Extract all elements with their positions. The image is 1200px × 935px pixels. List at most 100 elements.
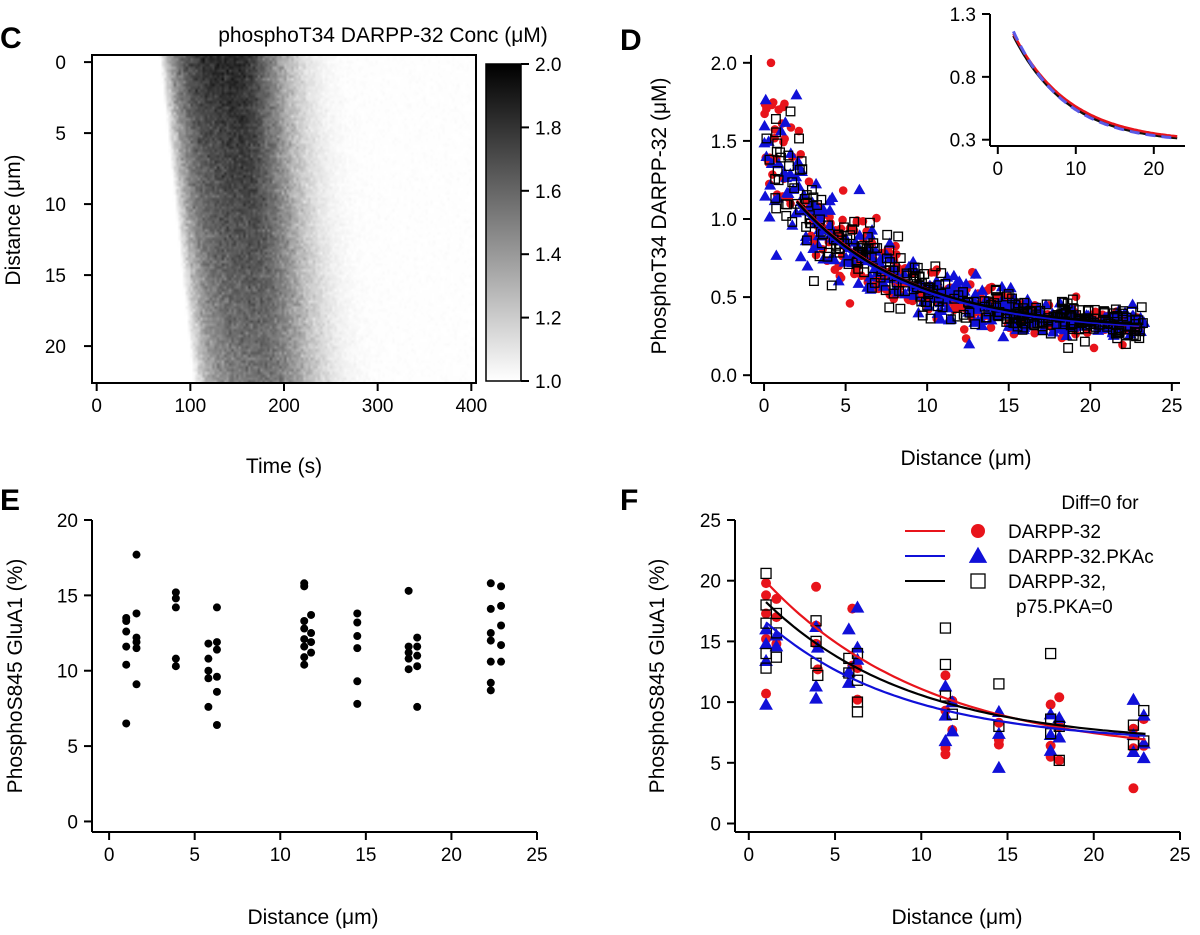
- x-tick-label: 10: [1065, 159, 1086, 180]
- data-point: [825, 212, 834, 222]
- data-point: [1099, 308, 1109, 319]
- data-point: [307, 629, 316, 638]
- panel-e-xlabel: Distance (μm): [247, 906, 378, 929]
- x-tick-label: 20: [1083, 845, 1104, 866]
- data-point: [770, 249, 783, 260]
- x-tick-label: 0: [993, 159, 1004, 180]
- data-point: [413, 702, 422, 711]
- panel-c-title: phosphoT34 DARPP-32 Conc (μM): [218, 24, 548, 47]
- x-tick-label: 25: [1169, 845, 1190, 866]
- data-point: [1074, 324, 1085, 335]
- data-point: [760, 662, 772, 674]
- x-tick-label: 5: [830, 845, 841, 866]
- data-point: [811, 581, 822, 592]
- y-tick-label: 25: [700, 511, 721, 532]
- data-point: [413, 633, 422, 642]
- y-tick-label: 1.0: [711, 210, 737, 231]
- data-point: [1067, 330, 1078, 341]
- data-point: [782, 199, 793, 210]
- panel-f-legend: Diff=0 for DARPP-32 DARPP-32.PKAc DARPP-…: [905, 493, 1154, 618]
- data-point: [881, 253, 892, 264]
- data-point: [1063, 343, 1074, 353]
- data-point: [902, 270, 913, 281]
- data-point: [841, 622, 856, 635]
- panel-d-fit-curves: [795, 199, 1140, 328]
- heatmap-image: [92, 55, 476, 383]
- panel-f-ylabel: PhosphoS845 GluA1 (%): [646, 559, 669, 794]
- data-point: [900, 286, 910, 297]
- data-point: [765, 157, 778, 168]
- data-point: [1053, 754, 1065, 767]
- data-point: [300, 653, 309, 662]
- data-point: [823, 247, 834, 258]
- data-point: [785, 106, 796, 117]
- colorbar: [485, 63, 522, 382]
- panel-f-axes: 0 5 10 15 20 25 0 5 10 15 20 25: [700, 511, 1191, 866]
- data-point: [950, 277, 963, 289]
- data-point: [761, 590, 772, 601]
- data-point: [759, 93, 772, 105]
- data-point: [841, 664, 856, 677]
- data-point: [122, 613, 131, 622]
- panel-d-xlabel: Distance (μm): [900, 447, 1031, 470]
- data-point: [1058, 297, 1069, 308]
- data-point: [1060, 307, 1071, 318]
- data-point: [768, 98, 778, 107]
- data-point: [874, 253, 887, 264]
- data-point: [939, 658, 952, 671]
- colorbar-tick-label: 1.2: [535, 309, 561, 330]
- data-point: [883, 237, 896, 248]
- data-point: [862, 232, 873, 242]
- data-point: [940, 278, 951, 289]
- data-point: [486, 604, 495, 613]
- y-tick-label: 15: [45, 266, 66, 287]
- data-point: [986, 323, 996, 332]
- panel-f-fit-curves: [765, 581, 1146, 741]
- data-point: [1056, 296, 1067, 307]
- data-point: [770, 173, 781, 184]
- data-point: [770, 607, 783, 620]
- data-point: [1067, 324, 1078, 334]
- data-point: [171, 654, 180, 663]
- y-tick-label: 5: [710, 754, 721, 775]
- x-tick-label: 20: [1143, 159, 1164, 180]
- panel-letter-e: E: [0, 484, 20, 517]
- data-point: [851, 674, 864, 686]
- data-point: [497, 601, 506, 610]
- data-point: [784, 161, 794, 172]
- x-tick-label: 15: [997, 845, 1018, 866]
- data-point: [851, 706, 864, 718]
- data-point: [993, 678, 1005, 690]
- data-point: [171, 594, 180, 603]
- panel-c-xlabel: Time (s): [246, 455, 322, 478]
- data-point: [307, 648, 316, 657]
- data-point: [937, 302, 948, 313]
- data-point: [790, 88, 803, 100]
- data-point: [838, 215, 847, 225]
- data-point: [212, 603, 221, 612]
- data-point: [1121, 312, 1132, 323]
- legend-label-darpp32-p75: DARPP-32,: [1008, 572, 1106, 593]
- data-point: [766, 58, 776, 68]
- data-point: [915, 291, 926, 302]
- data-point: [952, 311, 963, 322]
- data-point: [971, 524, 985, 538]
- data-point: [413, 651, 422, 660]
- data-point: [761, 133, 772, 144]
- x-tick-label: 20: [441, 845, 462, 866]
- data-point: [1060, 329, 1073, 341]
- data-point: [1054, 755, 1065, 766]
- data-point: [794, 126, 804, 136]
- data-point: [758, 119, 771, 131]
- data-point: [122, 660, 131, 669]
- data-point: [1043, 707, 1058, 720]
- data-point: [976, 284, 989, 295]
- data-point: [1083, 306, 1094, 317]
- data-point: [759, 190, 772, 201]
- data-point: [845, 299, 855, 308]
- data-point: [993, 739, 1004, 750]
- data-point: [212, 720, 221, 729]
- data-point: [807, 242, 820, 253]
- data-point: [486, 678, 495, 687]
- data-point: [300, 582, 309, 591]
